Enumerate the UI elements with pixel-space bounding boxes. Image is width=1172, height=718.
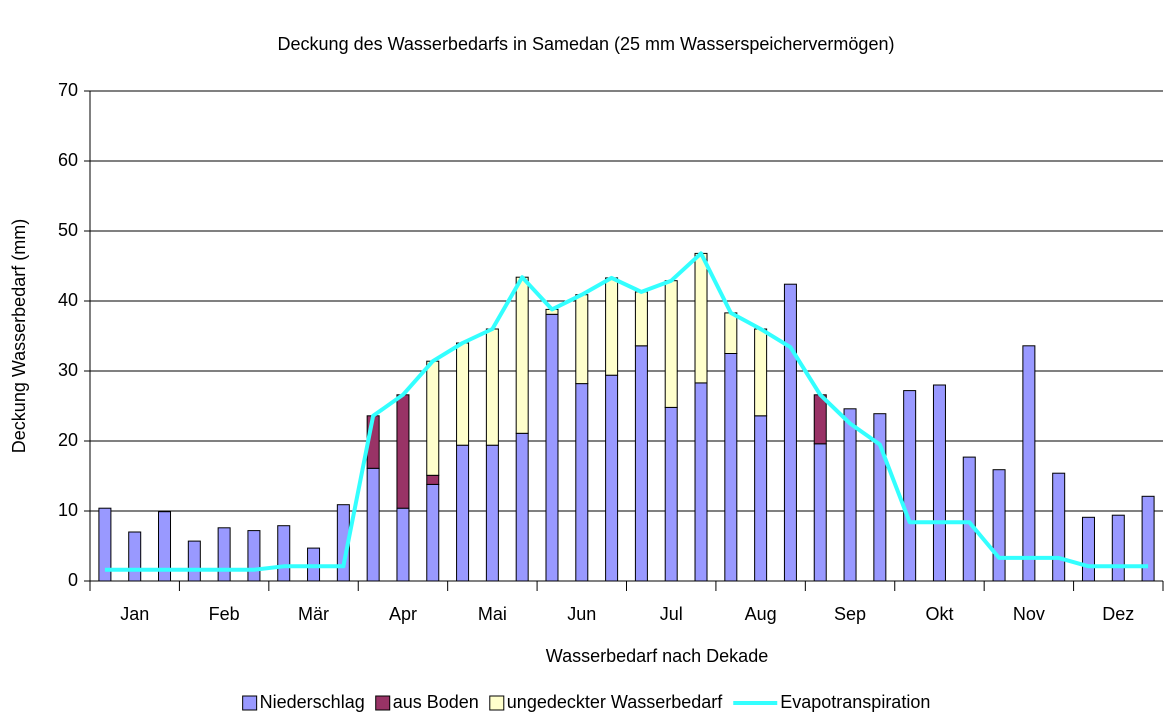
bar-segment	[187, 540, 201, 582]
y-tick-label: 40	[58, 290, 78, 310]
legend-swatch	[489, 695, 505, 711]
y-tick-label: 20	[58, 430, 78, 450]
bar-segment	[1111, 514, 1125, 582]
y-tick-label: 50	[58, 220, 78, 240]
bar-segment	[724, 353, 738, 582]
legend-swatch	[375, 695, 391, 711]
bar-segment	[485, 328, 499, 446]
x-tick-label: Jan	[120, 604, 149, 624]
legend-label: ungedeckter Wasserbedarf	[507, 692, 723, 712]
x-tick-label: Feb	[209, 604, 240, 624]
bar-segment	[783, 283, 797, 582]
legend-label: Niederschlag	[260, 692, 365, 712]
bar-segment	[456, 342, 470, 446]
line	[104, 251, 1149, 572]
bar-segment	[456, 444, 470, 582]
bar-segment	[1141, 495, 1155, 582]
x-tick-label: Nov	[1013, 604, 1045, 624]
bar-segment	[754, 328, 768, 417]
chart-title: Deckung des Wasserbedarfs in Samedan (25…	[278, 34, 895, 54]
bar-segment	[426, 474, 440, 485]
x-tick-label: Mai	[478, 604, 507, 624]
bar-segment	[515, 276, 529, 434]
bar-segment	[426, 360, 440, 476]
bar-segment	[694, 382, 708, 582]
bar-segment	[605, 277, 619, 376]
bar-segment	[664, 280, 678, 408]
y-tick-label: 60	[58, 150, 78, 170]
bar-segment	[217, 527, 231, 582]
bar-segment	[277, 525, 291, 582]
bar-segment	[545, 313, 559, 582]
bar-segment	[396, 394, 410, 509]
legend-label: Evapotranspiration	[780, 692, 930, 712]
bar-segment	[396, 507, 410, 582]
legend-label: aus Boden	[393, 692, 479, 712]
bar-segment	[664, 406, 678, 582]
x-tick-label: Dez	[1102, 604, 1134, 624]
bar-segment	[128, 531, 142, 582]
x-tick-label: Jun	[567, 604, 596, 624]
bar-segment	[694, 252, 708, 384]
x-tick-label: Jul	[660, 604, 683, 624]
bar-segment	[605, 374, 619, 582]
x-tick-label: Okt	[925, 604, 953, 624]
bar-segment	[158, 511, 172, 582]
x-tick-label: Aug	[745, 604, 777, 624]
bar-segment	[1081, 516, 1095, 582]
bar-segment	[247, 530, 261, 582]
y-tick-label: 0	[68, 570, 78, 590]
legend-swatch	[242, 695, 258, 711]
bar-segment	[485, 444, 499, 582]
bar-segment	[873, 413, 887, 582]
bar-segment	[575, 383, 589, 582]
bar-segment	[634, 291, 648, 347]
bar-segment	[724, 312, 738, 354]
bar-segment	[575, 294, 589, 385]
bar-segment	[903, 390, 917, 582]
x-axis-label: Wasserbedarf nach Dekade	[546, 646, 768, 666]
y-tick-label: 10	[58, 500, 78, 520]
bar-segment	[98, 507, 112, 582]
y-tick-label: 70	[58, 80, 78, 100]
x-tick-label: Sep	[834, 604, 866, 624]
bar-segment	[1022, 345, 1036, 582]
x-tick-label: Mär	[298, 604, 329, 624]
bar-segment	[366, 467, 380, 582]
bar-segment	[426, 483, 440, 582]
bar-segment	[813, 394, 827, 445]
bar-segment	[843, 408, 857, 582]
y-tick-label: 30	[58, 360, 78, 380]
bar-segment	[962, 456, 976, 582]
y-axis-label: Deckung Wasserbedarf (mm)	[9, 219, 29, 453]
bar-segment	[932, 384, 946, 582]
bar-segment	[515, 432, 529, 582]
bar-segment	[813, 443, 827, 582]
bar-segment	[754, 415, 768, 582]
bar-segment	[634, 345, 648, 582]
bar-segment	[1052, 472, 1066, 582]
x-tick-label: Apr	[389, 604, 417, 624]
bar-segment	[992, 469, 1006, 582]
